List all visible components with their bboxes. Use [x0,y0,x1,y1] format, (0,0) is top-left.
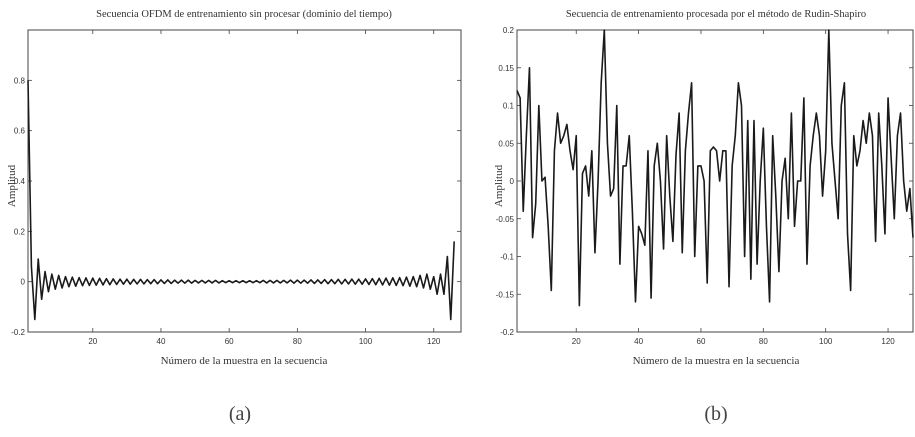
panel-a-caption: (a) [229,403,251,425]
panel-b-xtick-label: 40 [634,337,643,346]
panel-a-xtick-label: 20 [88,337,97,346]
panel-a-xtick-label: 100 [359,337,373,346]
panel-b-ylabel: Amplitud [493,164,505,207]
panel-b-xtick-label: 60 [697,337,706,346]
panel-a-ytick-label: 0.4 [14,177,26,186]
panel-a-series-line [27,80,455,321]
panel-a: Secuencia OFDM de entrenamiento sin proc… [6,9,462,367]
panel-b-ticks: 20 40 60 80 100 120 -0.2 -0.15 -0.1 -0.05 0 0.05 0.1… [496,26,913,346]
panel-b-ytick-label: -0.15 [496,290,515,299]
panel-b-ytick-label: -0.2 [500,328,514,337]
panel-a-title: Secuencia OFDM de entrenamiento sin proc… [96,9,392,20]
panel-b-xtick-label: 100 [819,337,833,346]
panel-b-xtick-label: 80 [759,337,768,346]
panel-a-ytick-label: 0.6 [14,127,26,136]
panel-a-ticks: 20 40 60 80 100 120 -0.2 0 0.2 0.4 0.6 0.8 [11,30,461,346]
panel-b-ytick-label: 0 [510,177,515,186]
panel-b: Secuencia de entrenamiento procesada por… [493,9,914,367]
panel-a-xtick-label: 40 [157,337,166,346]
panel-b-title: Secuencia de entrenamiento procesada por… [566,9,866,20]
panel-b-ytick-label: -0.1 [500,253,514,262]
panel-a-plot-frame [27,29,462,333]
panel-b-ytick-label: 0.2 [503,26,515,35]
panel-b-ytick-label: 0.15 [498,64,514,73]
panel-b-ytick-label: 0.1 [503,102,515,111]
panel-b-xtick-label: 20 [572,337,581,346]
panel-b-xtick-label: 120 [881,337,895,346]
panel-a-ytick-label: 0.8 [14,76,26,85]
panel-a-xtick-label: 80 [293,337,302,346]
panel-b-caption: (b) [704,403,727,425]
panel-a-xtick-label: 60 [225,337,234,346]
panel-a-ylabel: Amplitud [6,164,18,207]
panel-a-ytick-label: -0.2 [11,328,25,337]
panel-a-ytick-label: 0 [21,278,26,287]
panel-b-series-line [516,29,914,307]
panel-a-ytick-label: 0.2 [14,227,26,236]
panel-b-ytick-label: 0.05 [498,139,514,148]
panel-b-xlabel: Número de la muestra en la secuencia [633,355,800,367]
panel-a-xlabel: Número de la muestra en la secuencia [161,355,328,367]
panel-a-xtick-label: 120 [427,337,441,346]
panel-b-ytick-label: -0.05 [496,215,515,224]
